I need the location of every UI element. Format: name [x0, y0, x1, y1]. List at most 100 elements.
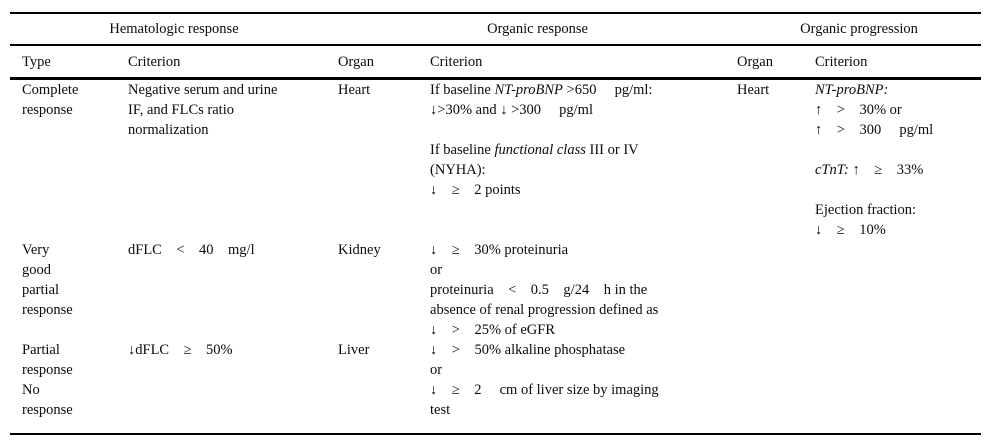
- text-line: NT-proBNP:: [815, 80, 981, 100]
- text-segment: proteinuria < 0.5 g/24 h in the: [430, 282, 648, 298]
- text-segment: Heart: [737, 82, 770, 98]
- cell-organic-progression-criterion: [815, 340, 982, 435]
- text-line: [815, 140, 981, 160]
- text-line: Ejection fraction:: [815, 200, 981, 220]
- text-segment: Kidney: [338, 242, 381, 258]
- group-header-organic-progression: Organic progression: [737, 12, 982, 46]
- text-segment: test: [430, 402, 451, 418]
- column-header-organ-response: Organ: [338, 45, 431, 80]
- table-row-very-good-partial-response: Very good partial response dFLC < 40 mg/l K…: [10, 240, 981, 340]
- cell-hematologic-criterion: dFLC < 40 mg/l: [128, 240, 338, 340]
- text-line: Complete: [22, 80, 128, 100]
- cell-hematologic-criterion: Negative serum and urine IF, and FLCs rat…: [128, 79, 338, 241]
- text-segment: dFLC < 40 mg/l: [128, 242, 255, 258]
- text-line: ↓ ≥ 30% proteinuria: [430, 240, 737, 260]
- text-segment: If baseline: [430, 142, 495, 158]
- text-line: If baseline NT-proBNP >650 pg/ml:: [430, 80, 737, 100]
- text-line: Very: [22, 240, 128, 260]
- text-segment: Complete: [22, 82, 79, 98]
- text-line: No: [22, 380, 128, 400]
- text-line: ↓>30% and ↓ >300 pg/ml: [430, 100, 737, 120]
- text-segment: III or IV: [585, 142, 639, 158]
- text-segment: ↓ ≥ 30% proteinuria: [430, 242, 569, 258]
- text-line: absence of renal progression defined as: [430, 300, 737, 320]
- cell-organic-progression-criterion: NT-proBNP: ↑ > 30% or ↑ > 300 pg/ml cTnT: …: [815, 79, 981, 241]
- text-line: Partial: [22, 340, 128, 360]
- text-line: If baseline functional class III or IV: [430, 140, 737, 160]
- text-segment: NT-proBNP:: [815, 82, 889, 98]
- text-line: ↓ ≥ 2 cm of liver size by imaging: [430, 380, 737, 400]
- table-row-partial-no-response: Partial response No response ↓dFLC ≥ 50% Li…: [10, 340, 982, 435]
- response-criteria-table: Hematologic response Organic response Or…: [10, 12, 982, 435]
- text-segment: Partial: [22, 342, 60, 358]
- text-line: Heart: [737, 80, 815, 100]
- text-line: test: [430, 400, 737, 420]
- cell-type: Very good partial response: [10, 240, 128, 340]
- cell-organic-response-criterion: ↓ ≥ 30% proteinuria or proteinuria < 0.5 g…: [430, 240, 737, 340]
- text-line: or: [430, 260, 737, 280]
- cell-progression-organ: [737, 340, 816, 435]
- text-line: Liver: [338, 340, 430, 360]
- text-segment: ↓ > 50% alkaline phosphatase: [430, 342, 626, 358]
- column-header-row: Type Criterion Organ Criterion Organ Cri…: [10, 45, 982, 80]
- text-line: response: [22, 360, 128, 380]
- text-segment: ↓>30% and ↓ >300 pg/ml: [430, 102, 593, 118]
- text-line: or: [430, 360, 737, 380]
- text-segment: If baseline: [430, 82, 495, 98]
- text-line: Negative serum and urine: [128, 80, 338, 100]
- cell-response-organ: Liver: [338, 340, 431, 435]
- cell-hematologic-criterion: ↓dFLC ≥ 50%: [128, 340, 339, 435]
- cell-response-organ: Kidney: [338, 240, 430, 340]
- text-segment: cTnT:: [815, 162, 849, 178]
- text-segment: good: [22, 262, 51, 278]
- text-line: Heart: [338, 80, 430, 100]
- text-segment: response: [22, 402, 73, 418]
- text-line: normalization: [128, 120, 338, 140]
- text-segment: ↓ ≥ 2 points: [430, 182, 521, 198]
- text-segment: ↓ ≥ 10%: [815, 222, 886, 238]
- text-segment: IF, and FLCs ratio: [128, 102, 234, 118]
- text-segment: normalization: [128, 122, 209, 138]
- cell-organic-response-criterion: ↓ > 50% alkaline phosphatase or ↓ ≥ 2 cm o…: [430, 340, 738, 435]
- text-line: response: [22, 100, 128, 120]
- cell-organic-progression-criterion: [815, 240, 981, 340]
- text-line: ↓ ≥ 2 points: [430, 180, 737, 200]
- text-line: [815, 180, 981, 200]
- page: { "table": { "group_headers": ["Hematolo…: [0, 12, 992, 445]
- cell-progression-organ: [737, 240, 815, 340]
- text-line: [430, 120, 737, 140]
- text-segment: or: [430, 362, 443, 378]
- cell-type: Complete response: [10, 79, 128, 241]
- text-line: ↑ > 30% or: [815, 100, 981, 120]
- cell-type: Partial response No response: [10, 340, 128, 435]
- text-segment: partial: [22, 282, 60, 298]
- text-segment: Liver: [338, 342, 370, 358]
- group-header-row: Hematologic response Organic response Or…: [10, 12, 982, 46]
- text-segment: response: [22, 302, 73, 318]
- text-segment: >650 pg/ml:: [562, 82, 653, 98]
- text-segment: Heart: [338, 82, 371, 98]
- text-segment: (NYHA):: [430, 162, 486, 178]
- text-line: ↓ ≥ 10%: [815, 220, 981, 240]
- group-header-hematologic-response: Hematologic response: [10, 12, 339, 46]
- text-segment: response: [22, 102, 73, 118]
- text-segment: ↑ > 30% or: [815, 102, 902, 118]
- text-segment: Ejection fraction:: [815, 202, 917, 218]
- cell-organic-response-criterion: If baseline NT-proBNP >650 pg/ml: ↓>30% a…: [430, 79, 737, 241]
- text-segment: ↓ > 25% of eGFR: [430, 322, 555, 338]
- text-segment: or: [430, 262, 443, 278]
- text-segment: ↓ ≥ 2 cm of liver size by imaging: [430, 382, 659, 398]
- text-segment: No: [22, 382, 40, 398]
- text-segment: Negative serum and urine: [128, 82, 278, 98]
- cell-response-organ: Heart: [338, 79, 430, 241]
- text-line: ↓ > 50% alkaline phosphatase: [430, 340, 737, 360]
- column-header-organ-progression: Organ: [737, 45, 816, 80]
- text-line: (NYHA):: [430, 160, 737, 180]
- text-segment: absence of renal progression defined as: [430, 302, 659, 318]
- text-segment: response: [22, 362, 73, 378]
- text-segment: ↑ ≥ 33%: [848, 162, 924, 178]
- text-line: ↑ > 300 pg/ml: [815, 120, 981, 140]
- column-header-organic-progression-criterion: Criterion: [815, 45, 982, 80]
- text-line: Kidney: [338, 240, 430, 260]
- text-segment: ↓dFLC ≥ 50%: [128, 342, 233, 358]
